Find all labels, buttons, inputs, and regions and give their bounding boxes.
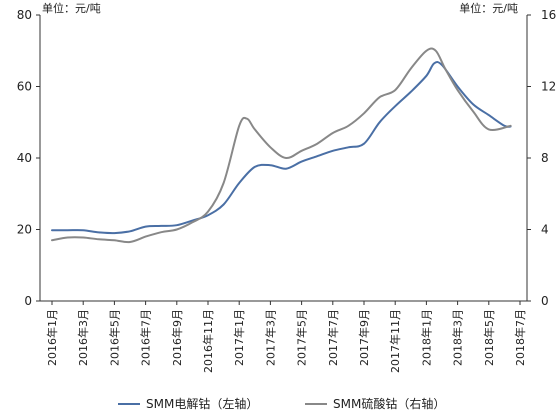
right-tick-label: 16	[541, 8, 556, 22]
right-axis-ticks: 0 4 8 12 16	[527, 8, 556, 308]
x-axis-ticks: 2016年1月 2016年3月 2016年5月 2016年7月 2016年9月 2016年…	[45, 301, 527, 373]
x-tick-label: 2017年1月	[232, 309, 246, 366]
x-tick-label: 2016年11月	[201, 309, 215, 373]
series-line-electrolytic-cobalt	[51, 61, 512, 235]
unit-label-left: 单位：元/吨	[42, 1, 101, 15]
left-tick-label: 40	[17, 151, 32, 165]
left-tick-label: 0	[24, 294, 32, 308]
x-tick-label: 2016年1月	[45, 309, 59, 366]
x-tick-label: 2016年5月	[107, 309, 121, 366]
right-tick-label: 8	[541, 151, 549, 165]
legend-label: SMM硫酸钴（右轴）	[333, 396, 445, 411]
series-line-cobalt-sulfate	[51, 47, 512, 244]
right-tick-label: 12	[541, 80, 556, 94]
x-tick-label: 2017年7月	[326, 309, 340, 366]
series-layer	[51, 47, 512, 244]
x-tick-label: 2016年7月	[139, 309, 153, 366]
left-axis-ticks: 0 20 40 60 80	[17, 8, 40, 308]
x-tick-label: 2017年3月	[263, 309, 277, 366]
x-tick-label: 2018年1月	[419, 309, 433, 366]
x-tick-label: 2017年5月	[295, 309, 309, 366]
left-tick-label: 60	[17, 80, 32, 94]
unit-label-right: 单位：元/吨	[459, 1, 518, 15]
x-tick-label: 2018年5月	[482, 309, 496, 366]
left-tick-label: 80	[17, 8, 32, 22]
left-tick-label: 20	[17, 223, 32, 237]
x-tick-label: 2016年3月	[76, 309, 90, 366]
right-tick-label: 0	[541, 294, 549, 308]
x-tick-label: 2016年9月	[170, 309, 184, 366]
x-tick-label: 2017年11月	[388, 309, 402, 373]
x-tick-label: 2018年7月	[513, 309, 527, 366]
right-tick-label: 4	[541, 223, 549, 237]
x-tick-label: 2018年3月	[451, 309, 465, 366]
legend-label: SMM电解钴（左轴）	[146, 396, 258, 411]
legend: SMM电解钴（左轴） SMM硫酸钴（右轴）	[118, 396, 445, 411]
x-tick-label: 2017年9月	[357, 309, 371, 366]
